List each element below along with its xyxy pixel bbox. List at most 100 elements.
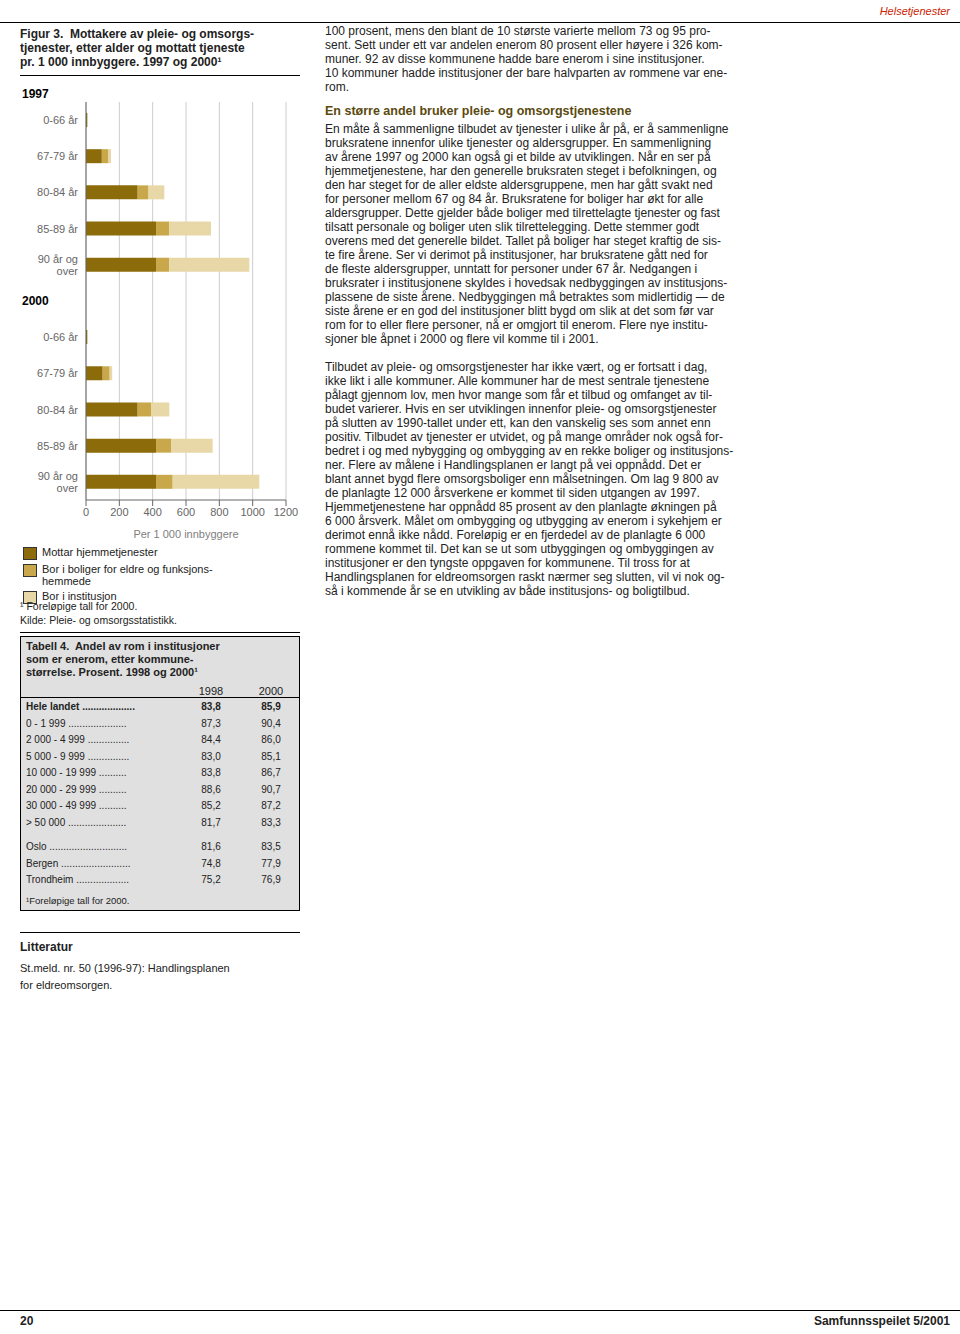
html-text:Figur 3. Mottakere av pleie- o: Figur 3. Mottakere av pleie- og omsorgs- <box>20 27 254 41</box>
html-text:Hjemmetjenestene har oppnådd 8: Hjemmetjenestene har oppnådd 85 prosent … <box>325 500 717 514</box>
html-text:hjemmetjenestene, har den gene: hjemmetjenestene, har den generelle bruk… <box>325 164 717 178</box>
html-text:1998: 1998 <box>198 685 224 697</box>
html-text:88,6: 88,6 <box>201 783 221 795</box>
html-text:aldersgrupper. Dette gjelder b: aldersgrupper. Dette gjelder både bolige… <box>325 206 720 220</box>
html-text:te fire årene. Ser vi derimot: te fire årene. Ser vi derimot på institu… <box>325 248 708 262</box>
html-text:83,8: 83,8 <box>201 701 221 712</box>
html-text:85,1: 85,1 <box>261 750 281 762</box>
html-text:for personer mellom 67 og 84 å: for personer mellom 67 og 84 år. Bruksra… <box>325 192 704 206</box>
html-text:den har steget for de aller el: den har steget for de aller eldste alder… <box>325 178 713 192</box>
html-text:2000: 2000 <box>258 685 284 697</box>
html-text:bruksrater i institusjonene sk: bruksrater i institusjonene skyldes i ho… <box>325 276 728 290</box>
html-text:Bor i boliger for eldre og fun: Bor i boliger for eldre og funksjons- <box>42 563 213 575</box>
svg-text:2000: 2000 <box>22 294 49 308</box>
html-text:positiv. Tilbudet av tjenester: positiv. Tilbudet av tjenester er utvide… <box>325 430 723 444</box>
svg-text:67-79 år: 67-79 år <box>37 367 78 379</box>
html-text:77,9: 77,9 <box>261 857 281 869</box>
html-text:blant annet bygd flere omsorgs: blant annet bygd flere omsorgsboliger en… <box>325 472 719 486</box>
html-text:bedret i og med nybygging og o: bedret i og med nybygging og ombygging a… <box>325 444 734 458</box>
html-text:som er enerom, etter kommune-: som er enerom, etter kommune- <box>26 653 194 665</box>
html-text:74,8: 74,8 <box>201 857 221 869</box>
html-text:81,7: 81,7 <box>201 816 221 828</box>
svg-text:Per 1 000 innbyggere: Per 1 000 innbyggere <box>133 528 238 540</box>
html-text:Tilbudet av pleie- og omsorgst: Tilbudet av pleie- og omsorgstjenester h… <box>325 360 708 374</box>
html-text:tilsatt personale og boliger u: tilsatt personale og boliger uten slik t… <box>325 220 700 234</box>
html-text:rommene kommet til. Det kan se: rommene kommet til. Det kan se ut som ut… <box>325 542 714 556</box>
html-text:muner. 92 av disse kommunene h: muner. 92 av disse kommunene hadde bare … <box>325 52 705 66</box>
html-text:størrelse. Prosent. 1998 og 20: størrelse. Prosent. 1998 og 2000¹ <box>26 666 198 678</box>
html-text:2 000 - 4 999 ...............: 2 000 - 4 999 ............... <box>26 734 130 745</box>
html-text:rom for to eller flere persone: rom for to eller flere personer, nå er o… <box>325 318 708 332</box>
svg-text:0-66 år: 0-66 år <box>43 331 78 343</box>
html-text:20: 20 <box>20 1314 34 1328</box>
html-text:ikke likt i alle kommuner. All: ikke likt i alle kommuner. Alle kommuner… <box>325 374 710 388</box>
svg-text:90 år ogover: 90 år ogover <box>38 470 79 494</box>
html-text:rom.: rom. <box>325 80 349 94</box>
html-text:Bergen .......................: Bergen ......................... <box>26 857 131 869</box>
svg-text:200: 200 <box>110 506 128 518</box>
html-text:Helsetjenester: Helsetjenester <box>879 5 950 17</box>
html-text:En måte å sammenligne tilbudet: En måte å sammenligne tilbudet av tjenes… <box>325 122 729 136</box>
html-text:6 000 årsverk. Målet om ombygg: 6 000 årsverk. Målet om ombygging og utb… <box>325 514 722 528</box>
svg-text:85-89 år: 85-89 år <box>37 440 78 452</box>
html-text:En større andel bruker pleie-: En større andel bruker pleie- og omsorgs… <box>325 104 632 118</box>
html-text:83,3: 83,3 <box>261 816 281 828</box>
html-text:86,0: 86,0 <box>261 734 281 745</box>
svg-text:400: 400 <box>143 506 161 518</box>
html-text:90,7: 90,7 <box>261 783 281 795</box>
html-text:100 prosent, mens den blant de: 100 prosent, mens den blant de 10 størst… <box>325 24 711 38</box>
html-text:> 50 000 .....................: > 50 000 ..................... <box>26 816 127 828</box>
html-text:på slutten av 1990-tallet unde: på slutten av 1990-tallet under ett, kan… <box>325 416 711 430</box>
html-text:sjoner ble åpnet i 2000 og fle: sjoner ble åpnet i 2000 og flere vil kom… <box>325 332 599 346</box>
html-text:90,4: 90,4 <box>261 717 281 729</box>
html-text:plassene de siste årene. Nedby: plassene de siste årene. Nedbyggingen må… <box>325 290 725 304</box>
svg-text:85-89 år: 85-89 år <box>37 223 78 235</box>
html-text:¹ Foreløpige tall for 2000.: ¹ Foreløpige tall for 2000. <box>20 600 138 612</box>
svg-text:1997: 1997 <box>22 87 49 101</box>
html-text:ner. Flere av målene i Handlin: ner. Flere av målene i Handlingsplanen e… <box>325 458 702 472</box>
svg-text:0: 0 <box>83 506 89 518</box>
html-text:20 000 - 29 999 ..........: 20 000 - 29 999 .......... <box>26 783 127 795</box>
html-text:av årene 1997 og 2000 kan også: av årene 1997 og 2000 kan også gi et bil… <box>325 150 711 164</box>
html-text:pålagt gjennom lov, men hvor m: pålagt gjennom lov, men hvor mange som f… <box>325 388 713 402</box>
svg-text:0-66 år: 0-66 år <box>43 114 78 126</box>
html-text:St.meld. nr. 50 (1996-97): Han: St.meld. nr. 50 (1996-97): Handlingsplan… <box>20 962 230 991</box>
html-text:hemmede: hemmede <box>42 575 91 587</box>
html-text:0 - 1 999 ....................: 0 - 1 999 ..................... <box>26 717 127 729</box>
html-text:87,3: 87,3 <box>201 717 221 729</box>
svg-text:80-84 år: 80-84 år <box>37 186 78 198</box>
html-text:budet varierer. Hvis en ser ut: budet varierer. Hvis en ser utviklingen … <box>325 402 717 416</box>
html-text:pr. 1 000 innbyggere. 1997 og: pr. 1 000 innbyggere. 1997 og 2000¹ <box>20 55 222 69</box>
html-text:institusjoner er den tyngste o: institusjoner er den tyngste oppgaven fo… <box>325 556 690 570</box>
html-text:85,9: 85,9 <box>261 701 281 712</box>
html-text:sent. Sett under ett var andel: sent. Sett under ett var andelen enerom … <box>325 38 723 52</box>
html-text:Samfunnsspeilet 5/2001: Samfunnsspeilet 5/2001 <box>813 1314 950 1328</box>
html-text:5 000 - 9 999 ...............: 5 000 - 9 999 ............... <box>26 750 130 762</box>
svg-text:800: 800 <box>210 506 228 518</box>
html-text:de fleste aldersgrupper, unnta: de fleste aldersgrupper, unntatt for per… <box>325 262 698 276</box>
html-text:10 kommuner hadde institusjone: 10 kommuner hadde institusjoner der bare… <box>325 66 728 80</box>
html-text:Hele landet ..................: Hele landet ................... <box>26 701 135 712</box>
html-text:Kilde: Pleie- og omsorgsstatis: Kilde: Pleie- og omsorgsstatistikk. <box>20 614 177 626</box>
svg-text:1200: 1200 <box>274 506 298 518</box>
html-text:Litteratur: Litteratur <box>20 940 73 954</box>
html-text:Handlingsplanen for eldreomsor: Handlingsplanen for eldreomsorgen raskt … <box>325 570 725 584</box>
html-text:derimot ennå ikke nådd. Forelø: derimot ennå ikke nådd. Foreløpig er en … <box>325 528 706 542</box>
html-text:Tabell 4. Andel av rom i insti: Tabell 4. Andel av rom i institusjoner <box>26 640 220 652</box>
svg-text:90 år ogover: 90 år ogover <box>38 253 79 277</box>
html-text:83,0: 83,0 <box>201 750 221 762</box>
html-text:Bor i institusjon: Bor i institusjon <box>42 590 117 602</box>
svg-text:1000: 1000 <box>240 506 264 518</box>
html-text:tjenester, etter alder og mott: tjenester, etter alder og mottatt tjenes… <box>20 41 245 55</box>
html-text:bruksratene innenfor ulike tje: bruksratene innenfor ulike tjenester og … <box>325 136 712 150</box>
html-text:¹Foreløpige tall for 2000.: ¹Foreløpige tall for 2000. <box>26 894 130 906</box>
html-text:siste årene er en god del inst: siste årene er en god del institusjoner … <box>325 304 714 318</box>
html-text:de planlagte 12 000 årsverkene: de planlagte 12 000 årsverkene er kommet… <box>325 486 700 500</box>
svg-text:80-84 år: 80-84 år <box>37 404 78 416</box>
svg-text:67-79 år: 67-79 år <box>37 150 78 162</box>
svg-text:600: 600 <box>177 506 195 518</box>
html-text:overens med det generelle bild: overens med det generelle bildet. Tallet… <box>325 234 721 248</box>
html-text:så i kommende år se en utvikli: så i kommende år se en utvikling av både… <box>325 584 690 598</box>
html-text:Mottar hjemmetjenester: Mottar hjemmetjenester <box>42 546 158 558</box>
html-text:84,4: 84,4 <box>201 734 221 745</box>
